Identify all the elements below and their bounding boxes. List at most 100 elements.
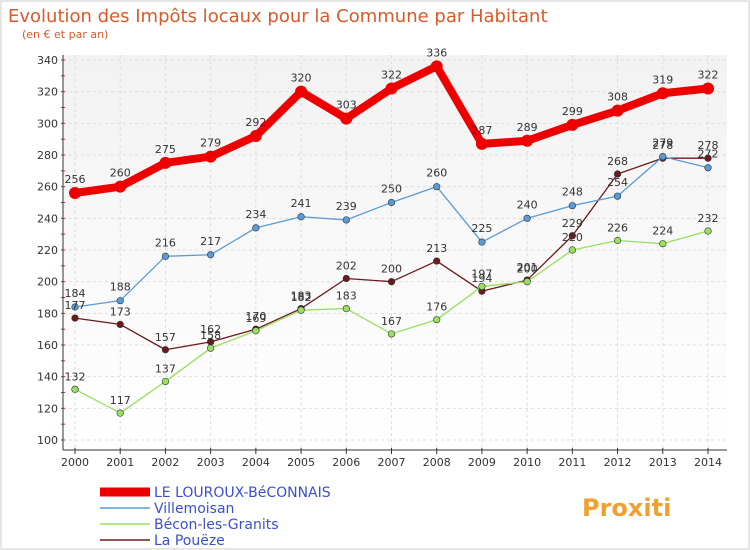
legend: LE LOUROUX-BéCONNAISVillemoisanBécon-les…: [100, 485, 331, 549]
data-label: 169: [245, 312, 266, 325]
data-point: [433, 183, 441, 191]
data-point: [702, 82, 714, 95]
y-tick-label: 260: [37, 181, 58, 194]
data-label: 250: [381, 183, 402, 196]
data-point: [161, 252, 170, 260]
data-point: [523, 278, 531, 286]
data-point: [387, 278, 396, 286]
y-tick-label: 340: [37, 54, 58, 67]
data-point: [478, 282, 486, 291]
x-tick-label: 2008: [423, 456, 451, 469]
data-point: [207, 344, 215, 352]
data-point: [387, 330, 396, 338]
data-label: 336: [426, 46, 447, 59]
data-label: 240: [517, 198, 538, 211]
x-tick-label: 2011: [558, 456, 586, 469]
data-point: [249, 130, 262, 142]
y-tick-label: 200: [37, 276, 58, 289]
data-label: 322: [381, 69, 402, 82]
data-point: [433, 316, 441, 324]
y-tick-label: 280: [37, 149, 58, 162]
data-label: 132: [65, 370, 86, 383]
x-tick-label: 2006: [332, 456, 360, 469]
data-label: 225: [471, 222, 492, 235]
x-tick-label: 2005: [287, 456, 315, 469]
data-point: [613, 170, 622, 178]
grid: [63, 55, 727, 450]
data-point: [71, 314, 79, 322]
data-label: 308: [607, 91, 628, 104]
data-point: [297, 213, 305, 221]
legend-label: Bécon-les-Granits: [154, 517, 279, 533]
data-label: 167: [381, 315, 402, 328]
data-label: 299: [562, 105, 583, 118]
data-point: [342, 304, 350, 313]
data-label: 200: [517, 263, 538, 276]
data-label: 275: [155, 143, 176, 156]
data-label: 176: [426, 301, 447, 314]
data-point: [430, 60, 443, 73]
data-label: 278: [652, 139, 673, 152]
data-point: [342, 216, 350, 224]
y-tick-label: 300: [37, 117, 58, 130]
data-label: 157: [155, 331, 176, 344]
x-tick-label: 2014: [694, 456, 722, 469]
data-label: 224: [652, 225, 673, 238]
chart-title: Evolution des Impôts locaux pour la Comm…: [8, 6, 548, 27]
data-point: [159, 156, 172, 169]
data-point: [71, 385, 79, 393]
y-tick-label: 220: [37, 244, 58, 257]
data-label: 226: [607, 222, 628, 235]
data-labels: 177 173 157 162 170 183 202 200 213 194 201 229 268 2…: [65, 46, 719, 407]
legend-label: Villemoisan: [154, 501, 234, 517]
x-tick-label: 2013: [649, 456, 677, 469]
data-point: [69, 187, 81, 199]
data-point: [114, 180, 127, 193]
data-label: 232: [698, 212, 719, 225]
data-label: 287: [471, 124, 492, 137]
data-label: 320: [291, 72, 312, 85]
data-label: 117: [110, 394, 131, 407]
data-label: 184: [65, 287, 86, 300]
data-label: 229: [562, 217, 583, 230]
data-label: 162: [200, 323, 221, 336]
data-point: [478, 238, 486, 246]
y-tick-label: 120: [37, 402, 58, 415]
data-point: [207, 251, 215, 259]
data-label: 272: [698, 148, 719, 161]
data-point: [116, 297, 124, 305]
data-point: [204, 150, 217, 163]
y-tick-label: 140: [37, 371, 58, 384]
watermark-logo: Proxiti: [582, 494, 671, 522]
data-point: [613, 192, 622, 200]
data-label: 183: [336, 290, 357, 303]
data-point: [387, 198, 396, 207]
axes: 100 120 140 160 180 200 220 240 260 280 300 320 340 2…: [37, 54, 727, 469]
data-label: 220: [562, 231, 583, 244]
x-tick-label: 2000: [61, 456, 89, 469]
y-tick-label: 320: [37, 86, 58, 99]
data-point: [252, 224, 260, 232]
data-label: 173: [110, 305, 131, 318]
data-label: 241: [291, 197, 312, 210]
data-label: 260: [110, 167, 131, 180]
data-point: [295, 85, 308, 98]
data-label: 322: [698, 69, 719, 82]
data-point: [340, 112, 353, 125]
data-label: 200: [381, 263, 402, 276]
data-label: 292: [245, 116, 266, 129]
data-label: 183: [291, 290, 312, 303]
data-point: [523, 214, 531, 222]
data-label: 260: [426, 167, 447, 180]
data-label: 202: [336, 260, 357, 273]
data-label: 256: [65, 173, 86, 186]
legend-label: La Pouëze: [154, 533, 225, 549]
data-point: [116, 320, 124, 329]
data-point: [161, 377, 170, 386]
y-tick-label: 160: [37, 339, 58, 352]
data-point: [475, 137, 488, 150]
data-point: [433, 257, 441, 265]
data-label: 216: [155, 236, 176, 249]
data-point: [568, 202, 576, 210]
